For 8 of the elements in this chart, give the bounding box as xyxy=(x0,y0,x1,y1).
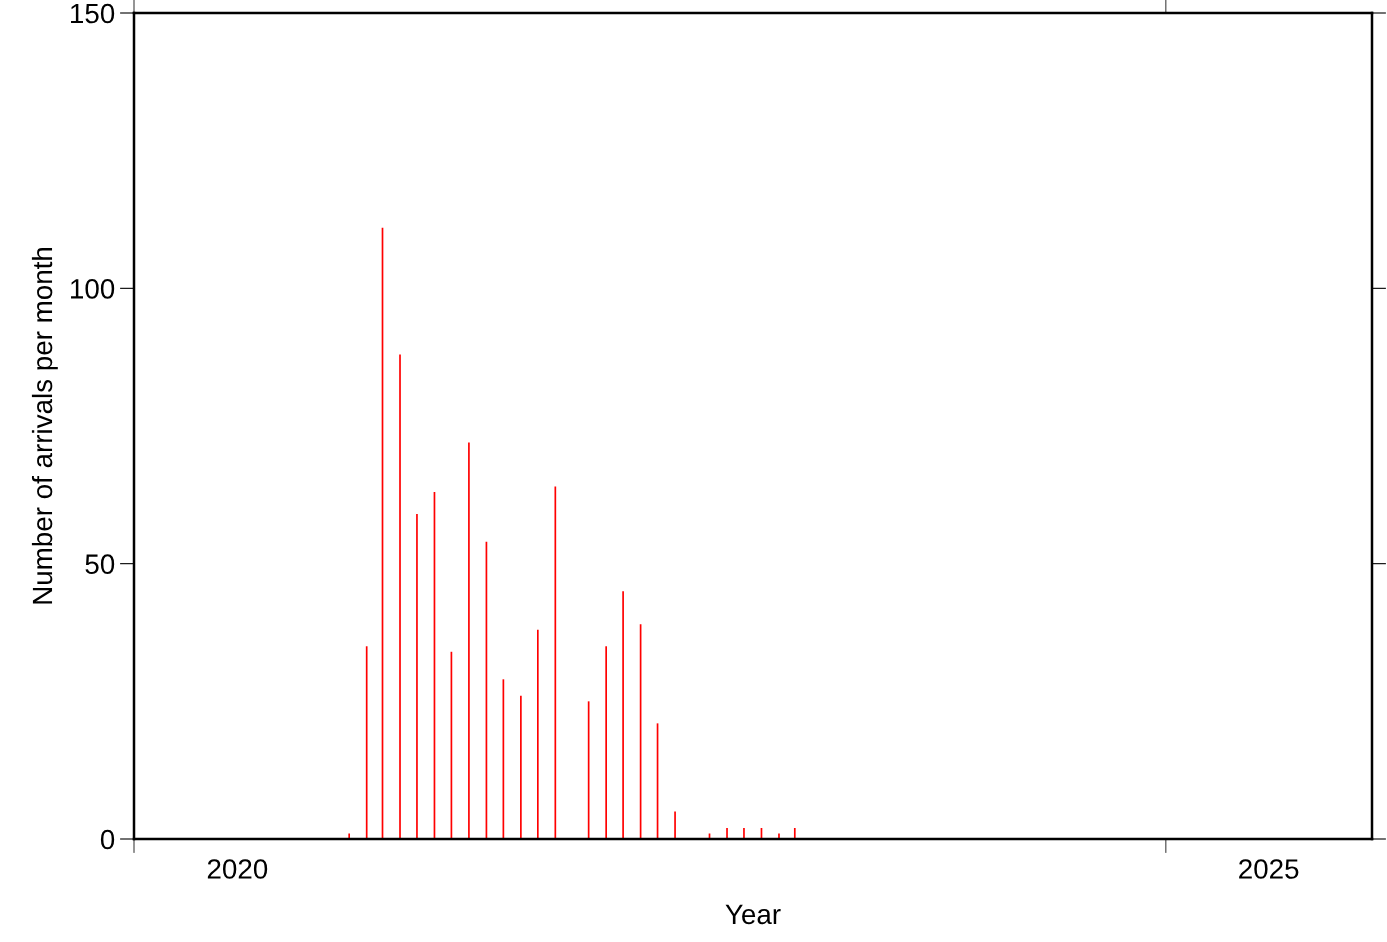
y-axis-title: Number of arrivals per month xyxy=(31,247,58,604)
y-tick-label: 50 xyxy=(85,554,115,575)
x-axis-title: Year xyxy=(725,904,781,925)
y-tick-label: 0 xyxy=(100,829,115,850)
x-tick-label: 2025 xyxy=(1239,859,1299,879)
x-tick-label: 2020 xyxy=(207,859,268,879)
y-tick-label: 150 xyxy=(71,3,115,24)
y-tick-label: 100 xyxy=(71,279,115,299)
